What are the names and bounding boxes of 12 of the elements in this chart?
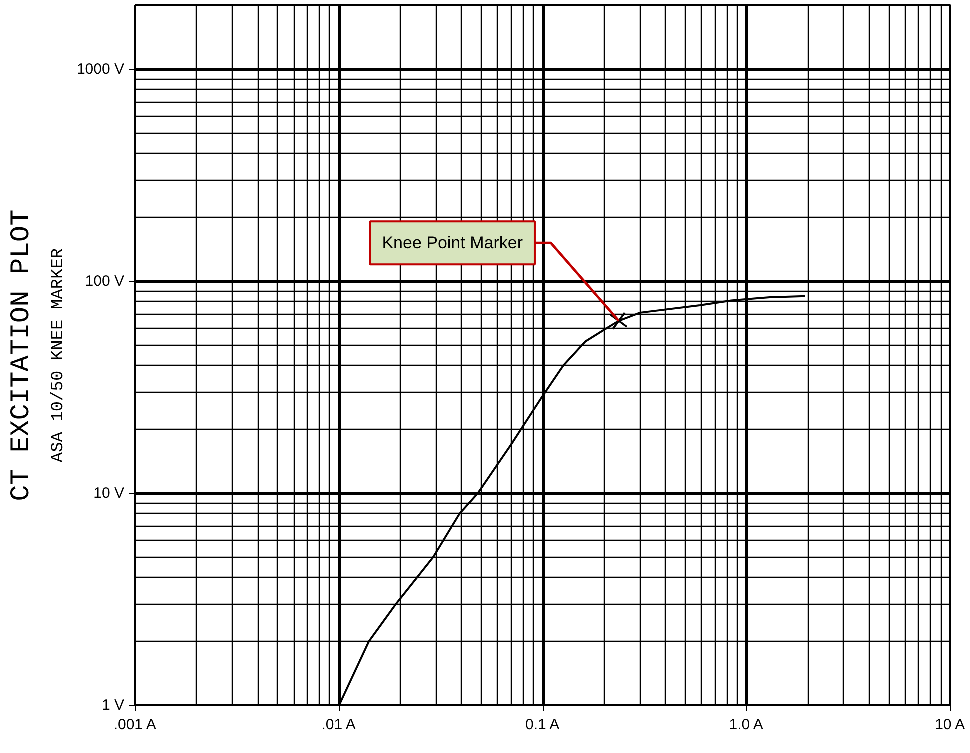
x-tick-label: .01 A bbox=[322, 716, 356, 734]
x-tick-label: 1.0 A bbox=[729, 716, 764, 734]
text: ASA 10/50 KNEE MARKER bbox=[50, 248, 68, 463]
x-tick-label: 0.1 A bbox=[525, 716, 560, 734]
y-tick-label: 100 V bbox=[85, 272, 125, 290]
y-tick-label: 1000 V bbox=[76, 60, 125, 78]
y-tick-label: 10 V bbox=[94, 484, 124, 502]
text: CT EXCITATION PLOT bbox=[8, 210, 38, 502]
x-tick-label: 10 A bbox=[935, 716, 966, 734]
annotation: Knee Point Marker bbox=[382, 234, 524, 253]
y-tick-label: 1 V bbox=[102, 697, 124, 714]
x-tick-label: .001 A bbox=[114, 716, 156, 734]
